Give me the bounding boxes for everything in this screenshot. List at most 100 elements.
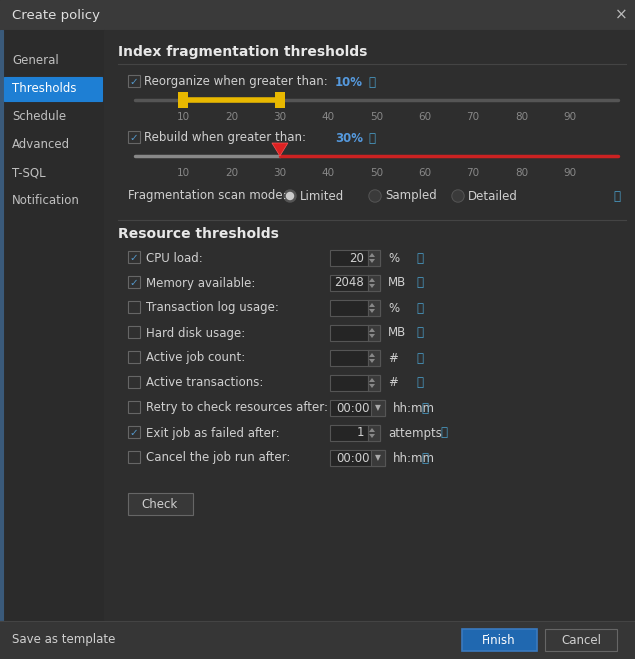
- Text: Retry to check resources after:: Retry to check resources after:: [146, 401, 328, 415]
- Bar: [0, 30, 104, 659]
- Text: attempts: attempts: [388, 426, 442, 440]
- Text: 80: 80: [515, 112, 528, 122]
- Text: 10: 10: [177, 112, 190, 122]
- Text: Sampled: Sampled: [385, 190, 437, 202]
- Polygon shape: [369, 309, 375, 313]
- Text: Cancel the job run after:: Cancel the job run after:: [146, 451, 290, 465]
- Text: ⓘ: ⓘ: [368, 76, 375, 88]
- Text: ⓘ: ⓘ: [416, 351, 423, 364]
- Bar: [330, 400, 385, 416]
- Text: 50: 50: [370, 168, 383, 178]
- Text: Fragmentation scan mode:: Fragmentation scan mode:: [128, 190, 286, 202]
- Text: 70: 70: [467, 168, 479, 178]
- Text: %: %: [388, 252, 399, 264]
- Text: MB: MB: [388, 326, 406, 339]
- Polygon shape: [369, 334, 375, 338]
- Polygon shape: [369, 353, 375, 357]
- Text: Save as template: Save as template: [12, 633, 116, 646]
- Polygon shape: [272, 143, 288, 156]
- Polygon shape: [369, 434, 375, 438]
- Circle shape: [370, 191, 380, 201]
- Text: Thresholds: Thresholds: [12, 82, 76, 96]
- Bar: [462, 629, 537, 651]
- Text: 10%: 10%: [335, 76, 363, 88]
- Circle shape: [284, 190, 296, 202]
- Text: 90: 90: [563, 168, 577, 178]
- Polygon shape: [369, 328, 375, 332]
- Text: #: #: [388, 351, 398, 364]
- Circle shape: [369, 190, 381, 202]
- Text: 50: 50: [370, 112, 383, 122]
- Text: 00:00: 00:00: [336, 451, 370, 465]
- Text: 30%: 30%: [335, 132, 363, 144]
- Bar: [330, 350, 380, 366]
- Text: Limited: Limited: [300, 190, 344, 202]
- Bar: [128, 351, 140, 363]
- Text: 40: 40: [322, 168, 335, 178]
- Polygon shape: [369, 378, 375, 382]
- Bar: [368, 350, 380, 366]
- Text: 20: 20: [349, 252, 364, 264]
- Text: ▼: ▼: [375, 453, 381, 463]
- Text: %: %: [388, 302, 399, 314]
- Bar: [0, 30, 3, 659]
- Text: Rebuild when greater than:: Rebuild when greater than:: [144, 132, 306, 144]
- Bar: [368, 425, 380, 441]
- Bar: [330, 250, 380, 266]
- Bar: [0, 621, 635, 659]
- Bar: [371, 450, 385, 466]
- Text: ⓘ: ⓘ: [416, 252, 423, 264]
- Text: ⓘ: ⓘ: [613, 190, 620, 202]
- Polygon shape: [369, 278, 375, 282]
- Bar: [330, 300, 380, 316]
- Text: Check: Check: [142, 498, 178, 511]
- Bar: [330, 425, 380, 441]
- Text: Cancel: Cancel: [561, 633, 601, 646]
- Text: Notification: Notification: [12, 194, 80, 208]
- Text: 10: 10: [177, 168, 190, 178]
- Polygon shape: [369, 384, 375, 388]
- Polygon shape: [369, 359, 375, 363]
- Text: ⓘ: ⓘ: [416, 376, 423, 389]
- Text: 30: 30: [273, 112, 286, 122]
- Text: 20: 20: [225, 112, 238, 122]
- Bar: [128, 426, 140, 438]
- Text: ⓘ: ⓘ: [440, 426, 447, 440]
- Text: ✓: ✓: [129, 77, 138, 87]
- Bar: [128, 301, 140, 313]
- Bar: [128, 493, 193, 515]
- Text: Transaction log usage:: Transaction log usage:: [146, 302, 279, 314]
- Text: Exit job as failed after:: Exit job as failed after:: [146, 426, 279, 440]
- Bar: [275, 92, 285, 108]
- Text: T-SQL: T-SQL: [12, 167, 46, 179]
- Text: CPU load:: CPU load:: [146, 252, 203, 264]
- Text: ▼: ▼: [375, 403, 381, 413]
- Text: ✓: ✓: [129, 253, 138, 263]
- Bar: [4, 77, 102, 101]
- Bar: [368, 250, 380, 266]
- Bar: [128, 376, 140, 388]
- Polygon shape: [369, 303, 375, 307]
- Text: 60: 60: [418, 112, 431, 122]
- Bar: [178, 92, 189, 108]
- Bar: [104, 30, 635, 620]
- Text: Hard disk usage:: Hard disk usage:: [146, 326, 245, 339]
- Bar: [128, 326, 140, 338]
- Polygon shape: [369, 253, 375, 257]
- Polygon shape: [369, 428, 375, 432]
- Text: Resource thresholds: Resource thresholds: [118, 227, 279, 241]
- Bar: [128, 131, 140, 143]
- Circle shape: [286, 192, 293, 200]
- Text: 80: 80: [515, 168, 528, 178]
- Text: Active transactions:: Active transactions:: [146, 376, 264, 389]
- Text: ⓘ: ⓘ: [421, 451, 428, 465]
- Bar: [128, 75, 140, 87]
- Polygon shape: [369, 284, 375, 288]
- Circle shape: [453, 191, 463, 201]
- Text: 70: 70: [467, 112, 479, 122]
- Circle shape: [452, 190, 464, 202]
- Bar: [330, 325, 380, 341]
- Text: 2048: 2048: [334, 277, 364, 289]
- Bar: [371, 400, 385, 416]
- Text: ✓: ✓: [129, 428, 138, 438]
